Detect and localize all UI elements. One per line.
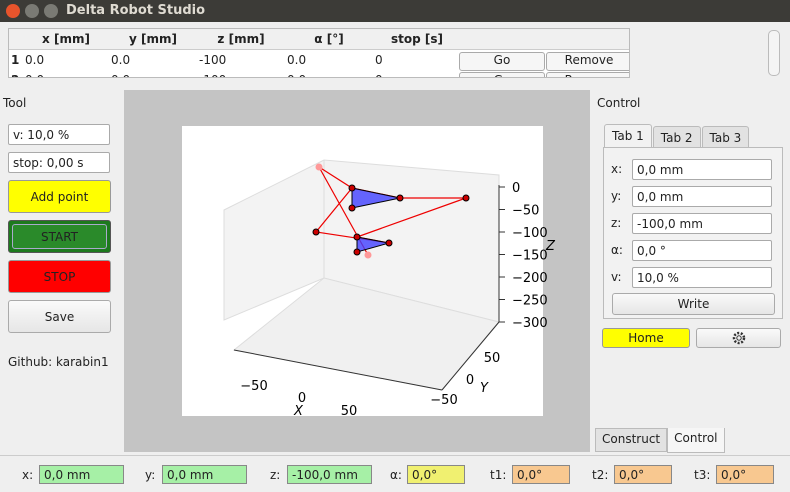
field-spinbox[interactable]: 10,0 %: [632, 267, 772, 288]
column-header: stop [s]: [390, 32, 443, 46]
bottom-tabs: Construct Control: [595, 428, 725, 453]
column-header: α [°]: [314, 32, 344, 46]
status-bar: x: 0,0 mm y: 0,0 mm z: -100,0 mm α: 0,0° t1: 0,0°…: [0, 465, 790, 487]
row-index: 1: [11, 53, 20, 67]
add-point-button[interactable]: Add point: [8, 180, 111, 213]
status-value: -100,0 mm: [287, 465, 372, 484]
field-label: v:: [611, 270, 622, 284]
column-header: z [mm]: [217, 32, 265, 46]
tab[interactable]: Tab 2: [652, 126, 701, 150]
z-tick-label: −300: [512, 316, 548, 331]
table-cell: 0: [375, 53, 383, 67]
y-axis-label: Y: [480, 381, 489, 396]
divider: [0, 455, 790, 456]
column-header: y [mm]: [129, 32, 177, 46]
remove-button[interactable]: Remove: [546, 72, 629, 77]
field-spinbox[interactable]: -100,0 mm: [632, 213, 772, 234]
status-label: t2:: [592, 468, 609, 482]
status-label: y:: [145, 468, 156, 482]
column-header: x [mm]: [42, 32, 90, 46]
z-tick-label: −250: [512, 294, 548, 309]
status-value: 0,0 mm: [39, 465, 124, 484]
stop-spinbox[interactable]: stop: 0,00 s: [8, 152, 110, 173]
axes-panes: [223, 159, 500, 391]
title-bar: Delta Robot Studio: [0, 0, 790, 22]
tab-bar: Tab 1 Tab 2 Tab 3: [604, 124, 750, 150]
go-button[interactable]: Go: [459, 52, 545, 71]
field-spinbox[interactable]: 0,0 mm: [632, 186, 772, 207]
bottom-tab[interactable]: Construct: [595, 428, 668, 452]
table-cell: 0.0: [287, 73, 306, 77]
effector: [356, 236, 390, 253]
start-label: START: [12, 224, 107, 249]
start-button[interactable]: START: [8, 220, 111, 253]
tool-title: Tool: [3, 96, 27, 110]
z-tick-label: −200: [512, 271, 548, 286]
y-tick-label: 50: [484, 351, 501, 366]
scrollbar[interactable]: [768, 30, 780, 76]
field-spinbox[interactable]: 0,0 mm: [632, 159, 772, 180]
status-value: 0,0 mm: [162, 465, 247, 484]
table-cell: 0: [375, 73, 383, 77]
x-tick-label: −50: [240, 379, 267, 394]
status-label: t3:: [694, 468, 711, 482]
close-button[interactable]: [6, 4, 20, 18]
z-tick-label: −150: [512, 249, 548, 264]
table-cell: -100: [199, 53, 227, 67]
table-cell: 0.0: [111, 53, 131, 67]
x-axis-label: X: [293, 404, 304, 419]
save-button[interactable]: Save: [8, 300, 111, 333]
status-value: 0,0°: [614, 465, 672, 484]
tab[interactable]: Tab 3: [701, 126, 750, 150]
header-row: [9, 29, 629, 50]
write-button[interactable]: Write: [612, 293, 775, 315]
plot-area: 0 −50 −100 −150 −200 −250 −300 Z −50 0 50 X 50 0 −50 Y: [124, 90, 590, 452]
field-label: α:: [611, 243, 623, 257]
tab[interactable]: Tab 1: [604, 124, 652, 149]
github-label: Github: karabin1: [8, 355, 109, 369]
field-label: z:: [611, 216, 622, 230]
status-label: z:: [270, 468, 281, 482]
status-label: α:: [390, 468, 402, 482]
settings-button[interactable]: [696, 328, 781, 348]
table-cell: 0.0: [287, 53, 307, 67]
remove-button[interactable]: Remove: [546, 52, 629, 71]
z-tick-label: −100: [512, 226, 548, 241]
speed-spinbox[interactable]: v: 10,0 %: [8, 124, 110, 145]
field-label: x:: [611, 162, 623, 176]
maximize-button[interactable]: [44, 4, 58, 18]
base-platform: [351, 187, 401, 209]
table-cell: 0.0: [25, 73, 44, 77]
home-button[interactable]: Home: [602, 328, 690, 348]
go-button[interactable]: Go: [459, 72, 545, 77]
bottom-tab[interactable]: Control: [667, 428, 725, 453]
table-cell: 0.0: [25, 53, 45, 67]
row-index: 2: [11, 73, 19, 77]
table-cell: 0.0: [111, 73, 130, 77]
status-label: t1:: [490, 468, 507, 482]
y-tick-label: −50: [430, 393, 457, 408]
z-tick-label: −50: [512, 204, 539, 219]
joints: [312, 163, 470, 259]
status-value: 0,0°: [512, 465, 570, 484]
z-axis-label: Z: [545, 239, 556, 254]
gear-icon: [732, 331, 745, 345]
status-label: x:: [22, 468, 34, 482]
window-title: Delta Robot Studio: [66, 3, 206, 18]
minimize-button[interactable]: [25, 4, 39, 18]
field-spinbox[interactable]: 0,0 °: [632, 240, 772, 261]
control-title: Control: [597, 96, 641, 110]
tab-panel: x: 0,0 mm y: 0,0 mm z: -100,0 mm α: 0,0 ° v: 10,0…: [603, 147, 783, 319]
status-value: 0,0°: [716, 465, 774, 484]
table-cell: -100: [199, 73, 226, 77]
x-tick-label: 0: [298, 391, 306, 406]
stop-button[interactable]: STOP: [8, 260, 111, 293]
status-value: 0,0°: [407, 465, 465, 484]
y-tick-label: 0: [466, 373, 474, 388]
z-tick-label: 0: [512, 181, 520, 196]
field-label: y:: [611, 189, 622, 203]
x-tick-label: 50: [341, 404, 358, 419]
points-table: x [mm] y [mm] z [mm] α [°] stop [s] 1 0.0 0.0 -1…: [8, 28, 630, 78]
